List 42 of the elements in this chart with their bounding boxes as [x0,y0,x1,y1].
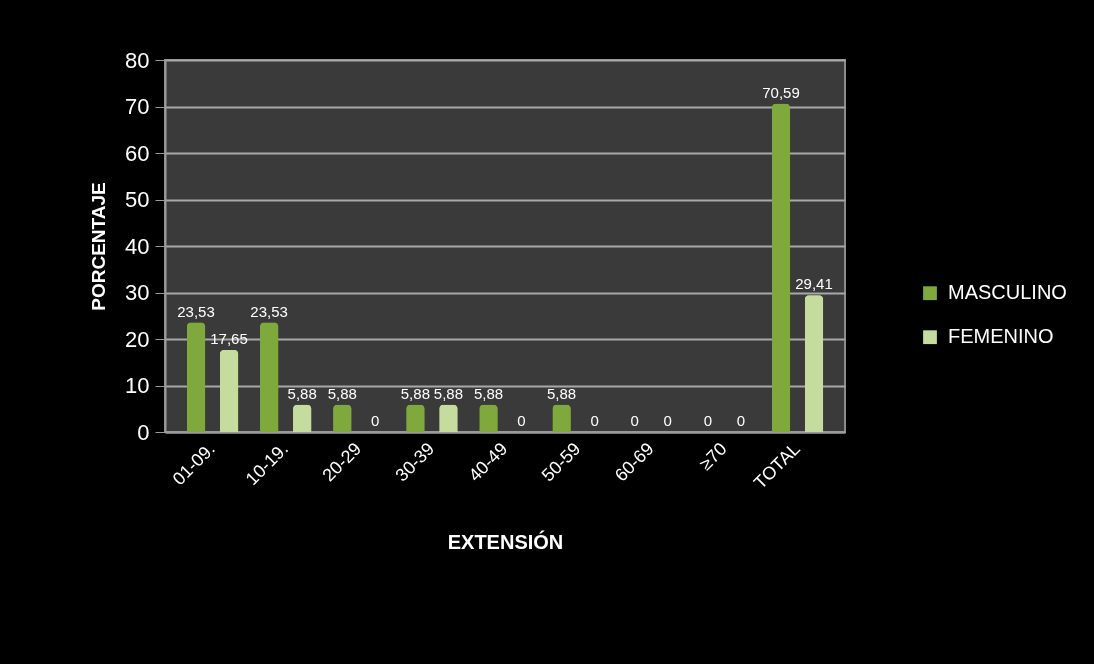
legend-label: MASCULINO [948,281,1067,304]
bar [260,322,279,432]
data-label: 5,88 [433,384,463,402]
bar [406,404,425,432]
data-label: 5,88 [327,384,357,402]
y-tick-label: 70 [125,94,150,119]
data-label: 0 [590,412,599,429]
data-label: 0 [630,412,639,429]
data-label: 0 [517,412,526,429]
data-label: 0 [703,412,713,429]
data-label: 5,88 [473,384,504,402]
data-label: 0 [663,412,672,429]
data-label: 5,88 [400,384,430,402]
y-tick-label: 80 [125,47,150,73]
data-label: 70,59 [762,83,800,101]
x-tick-label: ≥70 [695,438,731,475]
y-tick-label: 40 [125,233,150,259]
data-label: 29,41 [795,275,833,293]
y-tick-label: 0 [137,419,150,445]
y-tick-label: 50 [125,187,150,212]
legend-label: FEMENINO [948,325,1054,348]
data-label: 5,88 [547,384,577,402]
y-tick-label: 10 [125,373,150,398]
data-label: 0 [736,412,746,429]
bar [771,103,791,432]
data-label: 5,88 [287,384,317,402]
y-tick-label: 60 [125,140,150,166]
bar [186,322,206,432]
y-axis-title: PORCENTAJE [88,182,110,311]
bar [219,349,239,432]
bar [293,404,312,432]
data-label: 23,53 [250,302,288,320]
x-axis-title: EXTENSIÓN [447,529,564,553]
y-tick-label: 20 [125,326,150,352]
bar [804,295,824,432]
bar [333,404,352,432]
data-label: 23,53 [177,302,215,320]
bar [479,404,498,432]
bar [552,404,571,432]
bar [439,404,458,432]
y-tick-label: 30 [125,280,150,305]
data-label: 0 [371,412,380,429]
